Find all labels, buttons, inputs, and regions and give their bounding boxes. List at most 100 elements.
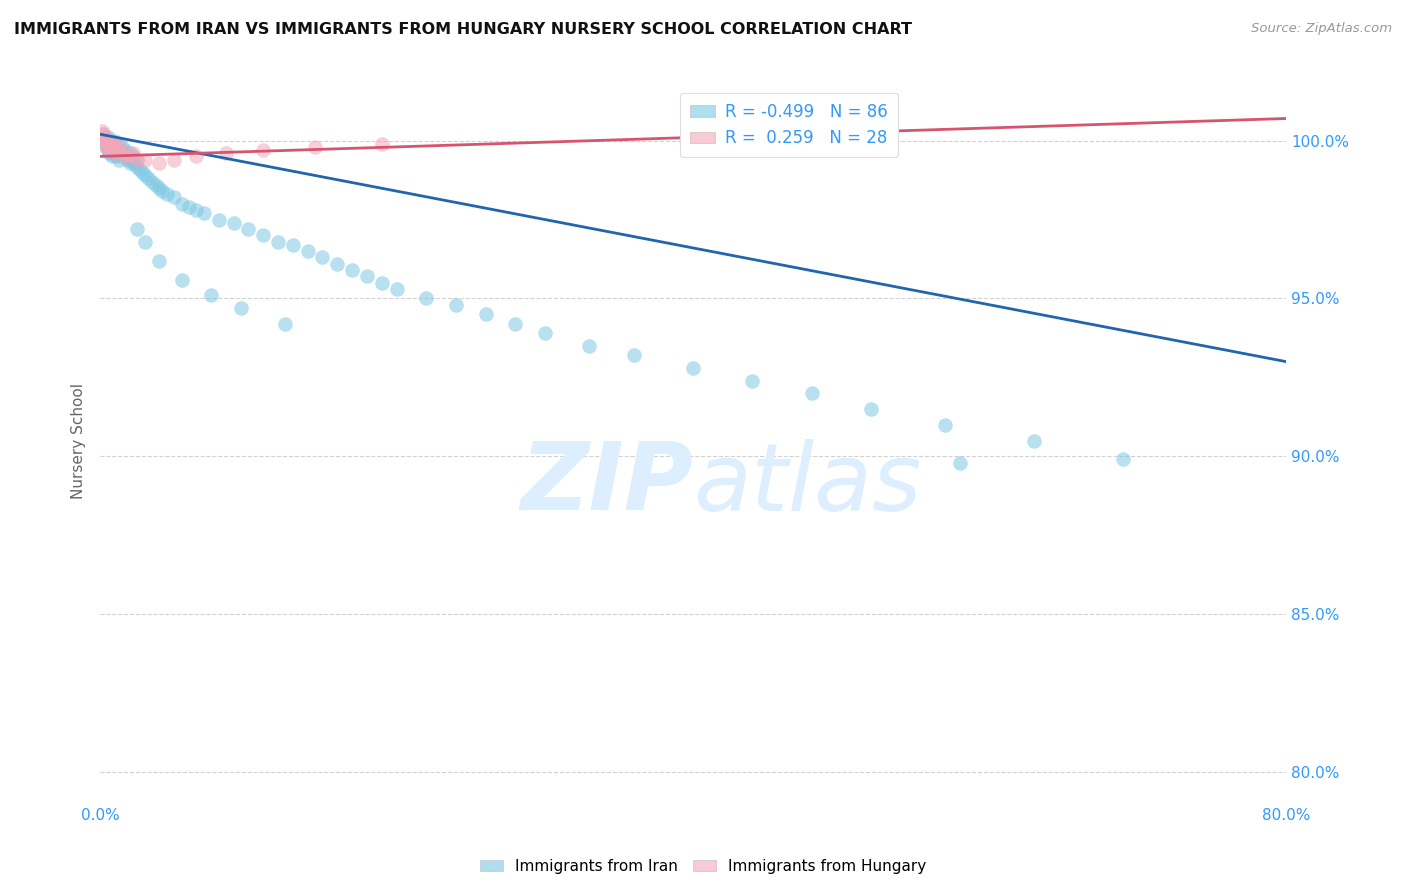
Point (118, 155, 141, 169)
Point (949, 456, 972, 470)
Point (104, 136, 127, 151)
Point (148, 181, 170, 195)
Point (186, 202, 208, 217)
Point (90, 124, 112, 138)
Point (105, 140, 128, 154)
Point (108, 140, 131, 154)
Point (127, 153, 149, 167)
Point (91, 128, 114, 142)
Point (304, 140, 326, 154)
Point (623, 348, 645, 362)
Point (156, 187, 179, 202)
Text: ZIP: ZIP (520, 438, 693, 530)
Point (98, 136, 121, 151)
Point (111, 149, 134, 163)
Point (107, 146, 129, 161)
Point (356, 269, 378, 284)
Point (267, 235, 290, 249)
Point (741, 374, 763, 388)
Point (121, 146, 143, 161)
Point (371, 136, 394, 151)
Point (578, 339, 600, 353)
Point (859, 401, 882, 416)
Point (93, 130, 115, 145)
Point (503, 317, 526, 331)
Point (1112, 452, 1135, 467)
Point (134, 153, 156, 167)
Point (311, 251, 333, 265)
Point (93, 136, 115, 151)
Legend: R = -0.499   N = 86, R =  0.259   N = 28: R = -0.499 N = 86, R = 0.259 N = 28 (681, 93, 898, 157)
Point (114, 143, 136, 157)
Point (100, 134, 122, 148)
Text: IMMIGRANTS FROM IRAN VS IMMIGRANTS FROM HUNGARY NURSERY SCHOOL CORRELATION CHART: IMMIGRANTS FROM IRAN VS IMMIGRANTS FROM … (14, 22, 912, 37)
Point (200, 288, 222, 302)
Point (150, 184, 173, 198)
Point (103, 143, 125, 157)
Point (104, 134, 127, 148)
Point (474, 307, 496, 321)
Point (326, 257, 349, 271)
Point (100, 140, 122, 154)
Point (103, 146, 125, 161)
Point (148, 155, 170, 169)
Point (170, 272, 193, 286)
Point (297, 244, 319, 258)
Point (118, 149, 141, 163)
Point (115, 149, 138, 163)
Point (101, 136, 124, 151)
Point (215, 146, 238, 161)
Point (281, 237, 304, 252)
Point (121, 149, 143, 163)
Legend: Immigrants from Iran, Immigrants from Hungary: Immigrants from Iran, Immigrants from Hu… (474, 853, 932, 880)
Point (145, 178, 167, 192)
Point (1022, 434, 1045, 448)
Point (103, 140, 125, 154)
Point (170, 196, 193, 211)
Point (94, 134, 117, 148)
Point (141, 175, 163, 189)
Point (136, 171, 159, 186)
Point (163, 153, 186, 167)
Point (252, 228, 274, 243)
Point (111, 140, 134, 154)
Point (91, 128, 114, 142)
Point (934, 417, 956, 432)
Point (800, 386, 823, 401)
Point (385, 282, 408, 296)
Point (114, 149, 136, 163)
Point (127, 153, 149, 167)
Point (93, 130, 115, 145)
Point (98, 140, 121, 154)
Point (238, 222, 260, 236)
Point (104, 143, 127, 157)
Point (125, 159, 148, 173)
Point (134, 235, 156, 249)
Point (108, 153, 131, 167)
Point (533, 326, 555, 341)
Point (186, 149, 208, 163)
Point (274, 317, 297, 331)
Point (101, 149, 124, 163)
Point (104, 146, 127, 161)
Point (94, 140, 117, 154)
Point (131, 165, 153, 179)
Point (108, 143, 131, 157)
Point (193, 206, 215, 220)
Point (96, 143, 118, 157)
Point (117, 153, 139, 167)
Point (96, 130, 118, 145)
Point (112, 146, 135, 161)
Point (252, 143, 274, 157)
Point (415, 292, 437, 306)
Point (111, 146, 134, 161)
Point (163, 190, 186, 204)
Point (371, 276, 394, 290)
Point (229, 301, 252, 315)
Point (107, 136, 129, 151)
Point (127, 222, 149, 236)
Point (98, 146, 121, 161)
Point (118, 146, 141, 161)
Point (105, 149, 128, 163)
Point (122, 155, 145, 169)
